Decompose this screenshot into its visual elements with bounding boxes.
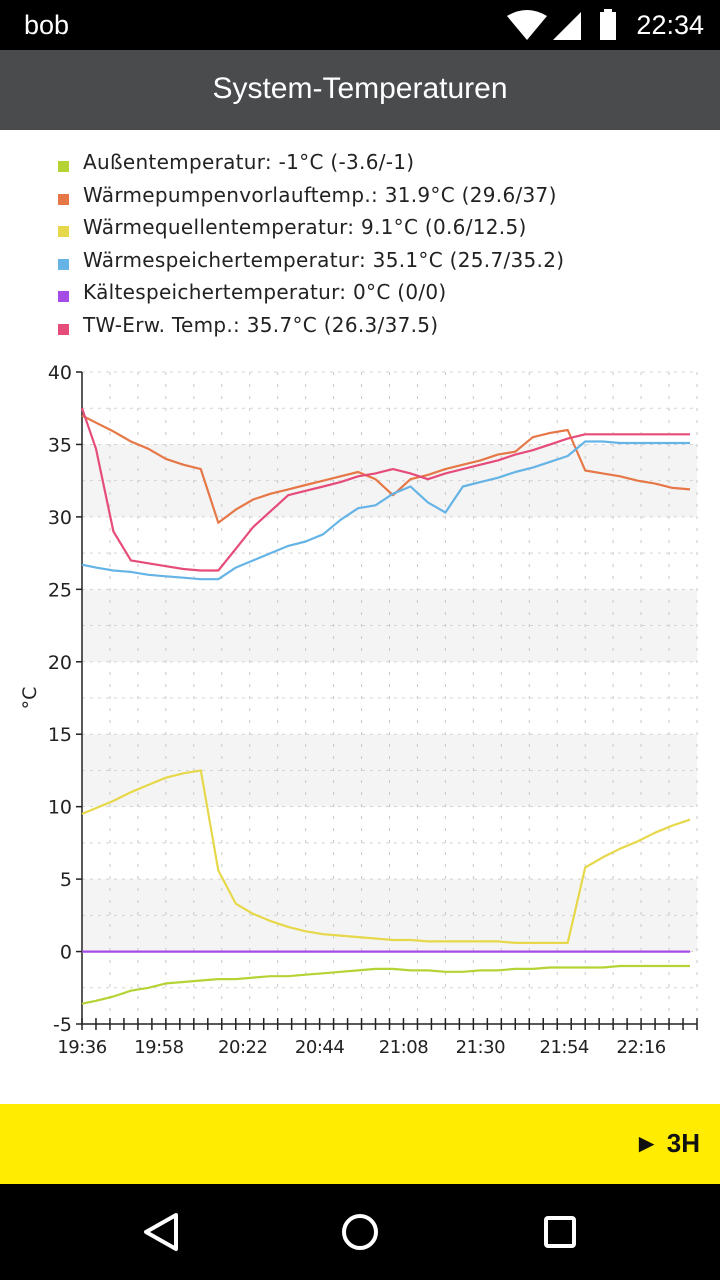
app-bar: System-Temperaturen (0, 50, 720, 130)
x-tick-label: 20:22 (218, 1037, 267, 1058)
page-title: System-Temperaturen (212, 72, 508, 105)
y-axis-label: °C (19, 687, 41, 710)
legend-swatch (58, 291, 69, 302)
y-tick-label: 10 (48, 797, 72, 819)
x-tick-label: 22:16 (616, 1037, 665, 1058)
y-tick-label: -5 (53, 1014, 72, 1036)
legend-swatch (58, 161, 69, 172)
y-tick-label: 15 (48, 724, 72, 746)
signal-icon (553, 12, 581, 40)
x-tick-label: 20:44 (295, 1037, 344, 1058)
series-line-quelle (81, 769, 691, 945)
wifi-icon (507, 10, 547, 40)
legend-label: TW-Erw. Temp.: 35.7°C (26.3/37.5) (83, 312, 439, 337)
legend-swatch (58, 193, 69, 205)
y-tick-label: 40 (48, 362, 72, 384)
x-tick-label: 19:36 (57, 1037, 106, 1058)
y-tick-label: 35 (48, 434, 72, 456)
series-line-tw (80, 407, 690, 572)
status-user-name: bob (24, 10, 70, 40)
series-line-aussen (81, 964, 690, 1005)
y-tick-label: 20 (48, 652, 72, 674)
time-period-button[interactable]: ► 3H (633, 1128, 700, 1158)
x-tick-label: 21:30 (456, 1037, 505, 1058)
status-time: 22:34 (636, 10, 704, 40)
series-line-speicher (81, 440, 690, 581)
home-icon[interactable] (342, 1214, 378, 1250)
battery-icon (600, 9, 616, 40)
y-tick-label: 0 (60, 942, 72, 964)
legend-label: Wärmequellentemperatur: 9.1°C (0.6/12.5) (83, 215, 527, 239)
x-tick-label: 21:54 (540, 1037, 589, 1058)
legend-label: Kältespeichertemperatur: 0°C (0/0) (83, 280, 447, 304)
temperature-chart: -5 0 5 10 15 20 25 30 35 40 19:36 19:58 20:22 20:44 21… (19, 362, 698, 1058)
recent-apps-icon[interactable] (544, 1216, 576, 1248)
legend-label: Wärmespeichertemperatur: 35.1°C (25.7/35… (83, 247, 565, 272)
series-line-vorlauf (81, 414, 691, 524)
legend-swatch (58, 258, 69, 270)
x-tick-label: 21:08 (379, 1037, 428, 1058)
navigation-bar (0, 1184, 720, 1280)
legend-label: Außentemperatur: -1°C (-3.6/-1) (83, 150, 415, 174)
legend-label: Wärmepumpenvorlauftemp.: 31.9°C (29.6/37… (83, 182, 557, 207)
y-tick-label: 25 (48, 579, 72, 601)
y-tick-label: 5 (60, 869, 72, 891)
legend-swatch (58, 226, 69, 237)
status-icons (505, 8, 617, 46)
back-icon[interactable] (144, 1213, 178, 1251)
status-bar: bob 22:34 (0, 0, 720, 50)
bottom-bar: ► 3H (0, 1104, 720, 1184)
x-tick-label: 19:58 (134, 1037, 183, 1058)
y-tick-label: 30 (48, 507, 72, 529)
legend-swatch (58, 323, 69, 335)
